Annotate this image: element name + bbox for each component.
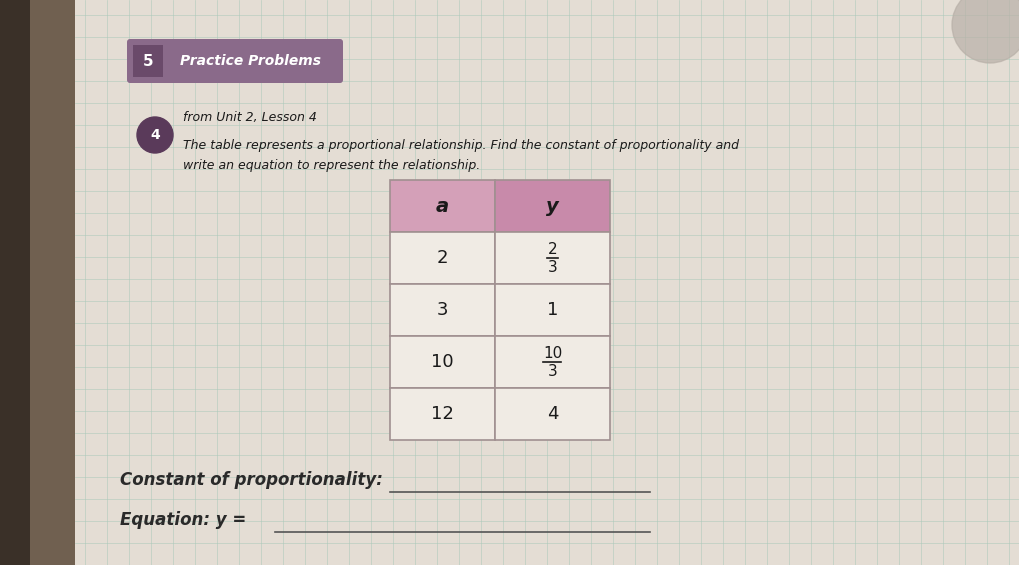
Circle shape bbox=[137, 117, 173, 153]
Text: The table represents a proportional relationship. Find the constant of proportio: The table represents a proportional rela… bbox=[183, 138, 739, 151]
Bar bbox=[495, 284, 610, 336]
Text: 10: 10 bbox=[431, 353, 453, 371]
Text: Practice Problems: Practice Problems bbox=[180, 54, 321, 68]
Text: y: y bbox=[546, 197, 558, 215]
Text: 2: 2 bbox=[547, 241, 557, 257]
Text: Constant of proportionality:: Constant of proportionality: bbox=[120, 471, 383, 489]
Bar bbox=[495, 232, 610, 284]
FancyBboxPatch shape bbox=[127, 39, 343, 83]
Bar bbox=[390, 232, 495, 284]
Bar bbox=[0, 0, 30, 565]
Bar bbox=[495, 180, 610, 232]
Bar bbox=[0, 0, 81, 565]
Bar bbox=[495, 388, 610, 440]
Text: from Unit 2, Lesson 4: from Unit 2, Lesson 4 bbox=[183, 111, 317, 124]
Text: 10: 10 bbox=[543, 346, 562, 360]
Text: 4: 4 bbox=[547, 405, 558, 423]
Text: a: a bbox=[436, 197, 449, 215]
Bar bbox=[390, 180, 495, 232]
Text: 1: 1 bbox=[547, 301, 558, 319]
Bar bbox=[390, 284, 495, 336]
Bar bbox=[390, 336, 495, 388]
Text: 3: 3 bbox=[547, 259, 557, 275]
Text: 2: 2 bbox=[437, 249, 448, 267]
Text: write an equation to represent the relationship.: write an equation to represent the relat… bbox=[183, 159, 480, 172]
Bar bbox=[390, 388, 495, 440]
FancyBboxPatch shape bbox=[133, 45, 163, 77]
Text: 3: 3 bbox=[437, 301, 448, 319]
Text: 4: 4 bbox=[150, 128, 160, 142]
Text: Equation: y =: Equation: y = bbox=[120, 511, 247, 529]
Bar bbox=[495, 336, 610, 388]
Text: 5: 5 bbox=[143, 54, 153, 68]
Text: 3: 3 bbox=[547, 363, 557, 379]
Text: 12: 12 bbox=[431, 405, 453, 423]
Circle shape bbox=[952, 0, 1019, 63]
